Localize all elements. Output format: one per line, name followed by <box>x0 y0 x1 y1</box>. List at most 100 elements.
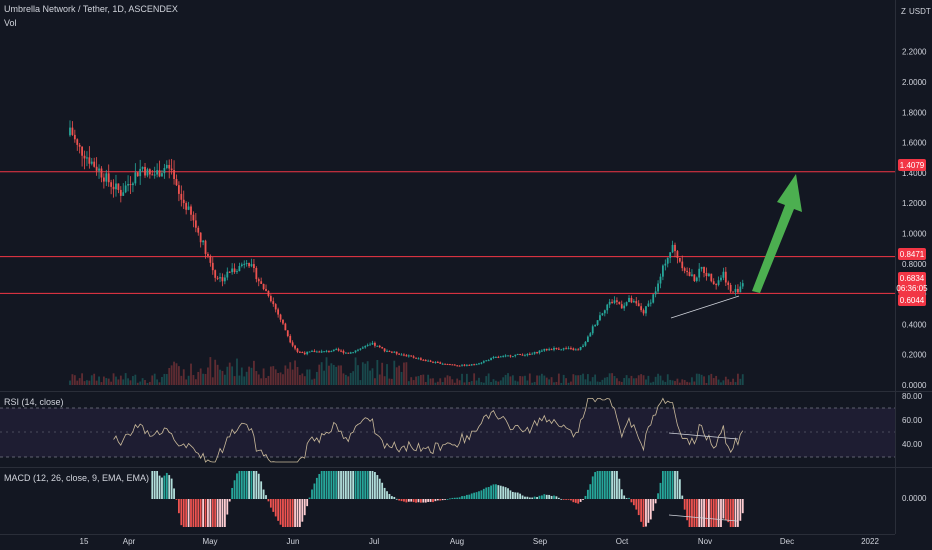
macd-bar <box>635 499 638 510</box>
volume-bar <box>456 378 459 385</box>
volume-bar <box>238 375 241 385</box>
volume-bar <box>279 372 282 385</box>
candle-body <box>148 169 151 175</box>
macd-bar <box>654 499 657 504</box>
macd-bar <box>168 475 171 499</box>
price-tick-label: 0.0000 <box>902 381 927 390</box>
candle-body <box>678 257 681 262</box>
volume-bar <box>325 357 328 385</box>
macd-bar <box>628 497 630 499</box>
candle-body <box>652 294 655 303</box>
volume-bar <box>504 374 507 385</box>
macd-bar <box>434 499 437 502</box>
macd-bar <box>175 499 178 500</box>
macd-bar <box>366 471 369 499</box>
volume-bar <box>449 376 451 385</box>
candle-body <box>688 271 691 276</box>
rsi-divergence-line[interactable] <box>668 432 739 440</box>
macd-bar <box>625 498 628 499</box>
candle-body <box>671 244 674 253</box>
volume-bar <box>199 368 202 385</box>
candle-body <box>449 364 451 366</box>
macd-bar <box>250 471 253 499</box>
candle-body <box>296 348 299 352</box>
candle-body <box>572 348 575 351</box>
macd-bar <box>700 499 703 527</box>
volume-bar <box>492 379 495 385</box>
macd-bar <box>480 490 483 499</box>
candle-body <box>178 185 180 194</box>
macd-bar <box>243 471 246 499</box>
volume-bar <box>207 367 209 385</box>
macd-bar <box>577 499 580 504</box>
volume-bar <box>499 380 502 385</box>
scale-mode-label[interactable]: Z <box>901 7 906 16</box>
time-tick-label: Jul <box>369 537 379 546</box>
volume-bar <box>519 376 522 385</box>
time-tick-label: May <box>202 537 217 546</box>
volume-bar <box>175 363 178 385</box>
candle-body <box>398 353 401 355</box>
candle-body <box>371 342 374 345</box>
macd-bar <box>637 499 640 516</box>
volume-bar <box>378 374 381 385</box>
macd-bar <box>262 489 265 499</box>
candle-body <box>250 264 253 267</box>
volume-bar <box>344 374 347 385</box>
time-tick-label: 2022 <box>861 537 879 546</box>
svg-text:06:36:05: 06:36:05 <box>896 284 928 293</box>
candle-body <box>342 350 345 353</box>
volume-bar <box>347 376 350 385</box>
volume-bar <box>170 365 173 385</box>
candle-body <box>359 348 362 350</box>
candle-body <box>545 348 548 351</box>
candle-body <box>463 364 466 366</box>
candle-body <box>78 144 81 147</box>
macd-bar <box>516 492 519 499</box>
macd-bar <box>545 494 548 499</box>
macd-bar <box>403 499 405 502</box>
candle-body <box>233 268 236 272</box>
volume-bar <box>589 381 592 385</box>
candle-body <box>727 282 730 285</box>
volume-bar <box>495 380 497 385</box>
macd-bar <box>282 499 284 527</box>
volume-bar <box>226 366 229 385</box>
macd-bar <box>727 499 730 523</box>
candle-body <box>599 315 601 321</box>
macd-bar <box>526 496 529 499</box>
candle-body <box>647 303 650 307</box>
volume-bar <box>553 382 555 385</box>
candle-body <box>722 271 725 278</box>
volume-bar <box>659 375 662 385</box>
volume-bar <box>729 381 732 385</box>
volume-bar <box>599 381 601 385</box>
projection-arrow[interactable] <box>752 174 802 293</box>
macd-bar <box>407 499 410 502</box>
volume-bar <box>516 381 519 385</box>
candle-body <box>712 281 715 285</box>
candle-body <box>192 214 195 221</box>
macd-divergence-line[interactable] <box>668 514 738 522</box>
candle-body <box>194 220 197 228</box>
volume-bar <box>717 379 720 385</box>
macd-bar <box>642 499 645 527</box>
candle-body <box>328 350 330 352</box>
macd-bar <box>678 479 681 499</box>
volume-bar <box>420 375 422 385</box>
volume-bar <box>577 375 580 385</box>
macd-bar <box>156 471 159 499</box>
symbol-title[interactable]: Umbrella Network / Tether, 1D, ASCENDEX <box>4 4 178 14</box>
volume-bar <box>277 372 280 385</box>
rsi-tick-60: 60.00 <box>902 416 923 425</box>
price-support-trendline[interactable] <box>670 295 740 319</box>
macd-bar <box>669 471 672 499</box>
candle-body <box>383 348 386 352</box>
volume-bar <box>478 377 480 385</box>
time-tick-label: 15 <box>80 537 89 546</box>
volume-bar <box>422 374 425 385</box>
candle-body <box>475 364 478 366</box>
candle-body <box>291 342 294 346</box>
candle-body <box>240 264 243 267</box>
